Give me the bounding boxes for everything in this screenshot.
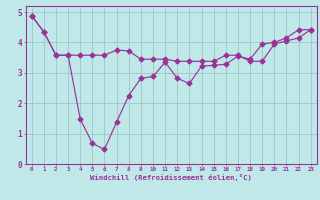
X-axis label: Windchill (Refroidissement éolien,°C): Windchill (Refroidissement éolien,°C) bbox=[90, 174, 252, 181]
